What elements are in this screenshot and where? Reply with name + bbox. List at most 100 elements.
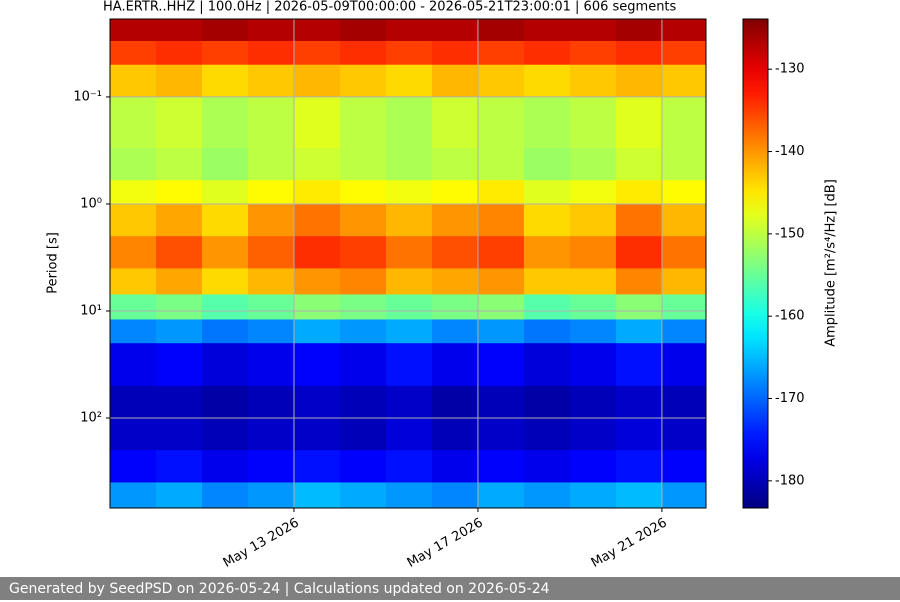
heatmap-cell bbox=[155, 96, 203, 149]
heatmap-cell bbox=[339, 147, 387, 181]
heatmap-cell bbox=[339, 64, 387, 98]
heatmap-cell bbox=[431, 319, 479, 344]
heatmap-cell bbox=[615, 482, 663, 509]
heatmap-cell bbox=[247, 236, 295, 269]
heatmap-cell bbox=[477, 268, 525, 295]
heatmap-cell bbox=[661, 482, 707, 509]
heatmap-cell bbox=[247, 343, 295, 387]
heatmap-cell bbox=[569, 180, 617, 205]
heatmap-cell bbox=[615, 180, 663, 205]
heatmap-cell bbox=[155, 19, 203, 42]
heatmap-cell bbox=[569, 236, 617, 269]
heatmap-cell bbox=[247, 418, 295, 451]
heatmap-cell bbox=[247, 180, 295, 205]
heatmap-cell bbox=[247, 147, 295, 181]
heatmap-cell bbox=[293, 294, 341, 320]
heatmap-cell bbox=[431, 418, 479, 451]
y-tick-label: 10⁻¹ bbox=[73, 89, 102, 104]
y-tick-label: 10² bbox=[80, 411, 102, 426]
heatmap-cell bbox=[247, 450, 295, 483]
heatmap-cell bbox=[431, 96, 479, 149]
heatmap-cell bbox=[110, 482, 157, 509]
heatmap-cell bbox=[477, 236, 525, 269]
heatmap-cell bbox=[523, 203, 571, 237]
heatmap-cell bbox=[247, 96, 295, 149]
heatmap-cell bbox=[201, 19, 249, 42]
heatmap-cell bbox=[477, 343, 525, 387]
heatmap-cell bbox=[339, 180, 387, 205]
heatmap-cell bbox=[201, 418, 249, 451]
heatmap-cell bbox=[247, 203, 295, 237]
heatmap-cell bbox=[615, 268, 663, 295]
heatmap-cell bbox=[247, 40, 295, 66]
heatmap-cell bbox=[569, 147, 617, 181]
heatmap-cell bbox=[615, 203, 663, 237]
heatmap-cell bbox=[615, 236, 663, 269]
heatmap-cell bbox=[661, 343, 707, 387]
heatmap-cell bbox=[385, 19, 433, 42]
heatmap-cell bbox=[661, 294, 707, 320]
heatmap-cell bbox=[385, 482, 433, 509]
heatmap-cell bbox=[385, 64, 433, 98]
heatmap-cell bbox=[523, 343, 571, 387]
heatmap-cell bbox=[110, 180, 157, 205]
heatmap-cell bbox=[110, 418, 157, 451]
heatmap-cell bbox=[523, 64, 571, 98]
heatmap-cell bbox=[339, 385, 387, 419]
heatmap-cell bbox=[155, 64, 203, 98]
heatmap-cell bbox=[385, 385, 433, 419]
heatmap-cell bbox=[155, 147, 203, 181]
heatmap-cell bbox=[339, 482, 387, 509]
heatmap-cell bbox=[615, 147, 663, 181]
heatmap-cell bbox=[110, 343, 157, 387]
heatmap-cell bbox=[661, 40, 707, 66]
chart-title: HA.ERTR..HHZ | 100.0Hz | 2026-05-09T00:0… bbox=[103, 0, 677, 15]
heatmap-cell bbox=[431, 294, 479, 320]
heatmap-cell bbox=[110, 385, 157, 419]
colorbar-tick-label: -130 bbox=[775, 62, 805, 77]
x-tick-label: May 21 2026 bbox=[589, 516, 670, 571]
heatmap-cell bbox=[110, 450, 157, 483]
heatmap-cell bbox=[477, 147, 525, 181]
heatmap-cell bbox=[615, 450, 663, 483]
heatmap-cell bbox=[431, 385, 479, 419]
heatmap-cell bbox=[201, 236, 249, 269]
heatmap-cell bbox=[569, 96, 617, 149]
heatmap-cell bbox=[110, 19, 157, 42]
heatmap-cell bbox=[477, 294, 525, 320]
heatmap-cell bbox=[385, 147, 433, 181]
heatmap-cell bbox=[155, 319, 203, 344]
heatmap-cell bbox=[569, 294, 617, 320]
heatmap-cell bbox=[110, 40, 157, 66]
heatmap-cell bbox=[661, 236, 707, 269]
colorbar-tick-label: -170 bbox=[775, 391, 805, 406]
heatmap-cell bbox=[339, 450, 387, 483]
colorbar-tick-label: -150 bbox=[775, 226, 805, 241]
heatmap-cell bbox=[201, 64, 249, 98]
heatmap-cell bbox=[339, 96, 387, 149]
heatmap-cell bbox=[385, 268, 433, 295]
heatmap-cell bbox=[110, 64, 157, 98]
heatmap-cell bbox=[569, 19, 617, 42]
heatmap-cell bbox=[523, 96, 571, 149]
colorbar-tick-label: -180 bbox=[775, 473, 805, 488]
heatmap-cell bbox=[615, 319, 663, 344]
heatmap-cell bbox=[615, 19, 663, 42]
heatmap-cell bbox=[155, 450, 203, 483]
heatmap-cell bbox=[523, 294, 571, 320]
heatmap-cell bbox=[339, 418, 387, 451]
heatmap-cell bbox=[431, 40, 479, 66]
heatmap-cell bbox=[110, 147, 157, 181]
heatmap-cell bbox=[385, 450, 433, 483]
heatmap-cell bbox=[661, 19, 707, 42]
heatmap-cell bbox=[661, 180, 707, 205]
heatmap-cell bbox=[293, 450, 341, 483]
heatmap-cell bbox=[431, 203, 479, 237]
heatmap-cell bbox=[293, 418, 341, 451]
heatmap-cell bbox=[110, 236, 157, 269]
heatmap-cell bbox=[477, 482, 525, 509]
heatmap-cell bbox=[523, 450, 571, 483]
heatmap-cell bbox=[569, 450, 617, 483]
heatmap-cell bbox=[569, 268, 617, 295]
heatmap-cell bbox=[155, 418, 203, 451]
